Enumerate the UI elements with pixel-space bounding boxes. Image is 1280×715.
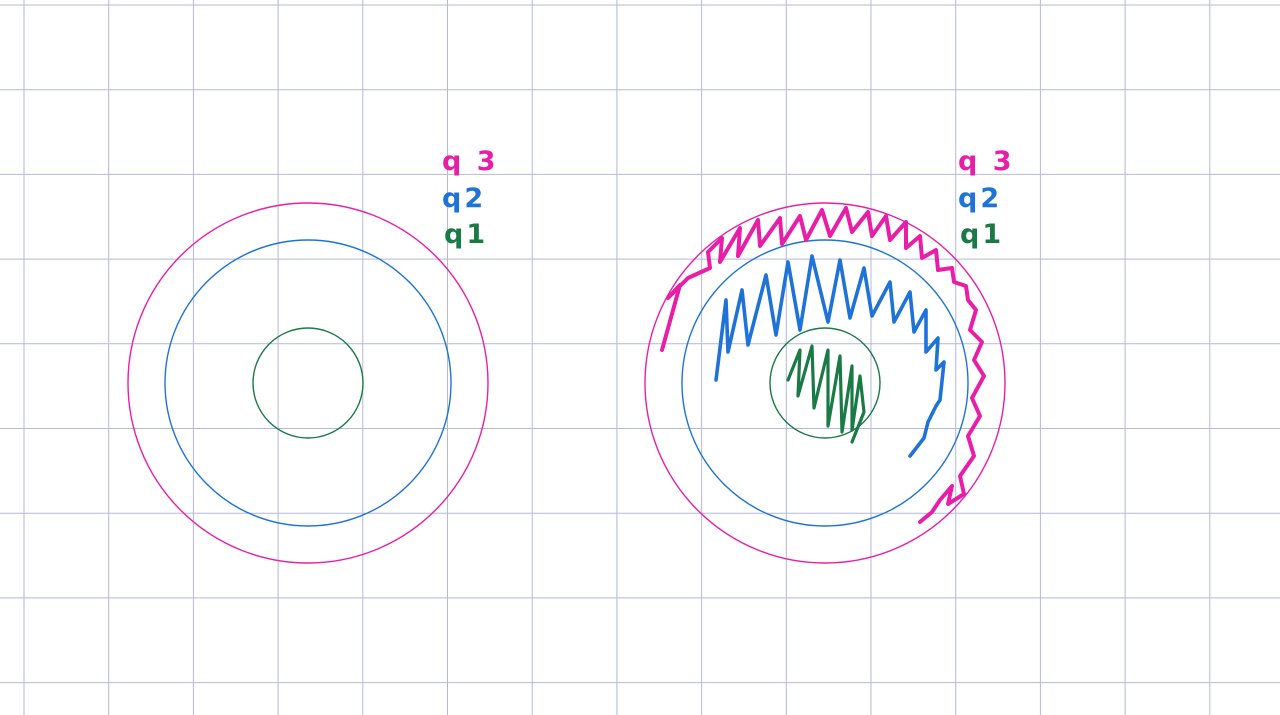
q1-charge-scribble [786,344,866,444]
left-legend-q1: q1 [444,219,488,250]
right-diagram: q 3 q2 q1 [644,146,1015,564]
right-outer-circle-q3 [644,202,1006,564]
left-diagram: q 3 q2 q1 [127,146,499,564]
right-legend-q2: q2 [958,183,1002,214]
q2-charge-scribble [714,254,946,458]
right-middle-circle-q2 [681,239,969,527]
left-outer-circle-q3 [127,202,489,564]
q3-charge-scribble [660,206,986,524]
right-inner-circle-q1 [769,327,881,439]
left-legend-q2: q2 [442,183,486,214]
left-inner-circle-q1 [252,327,364,439]
left-middle-circle-q2 [164,239,452,527]
right-legend-q3: q 3 [958,146,1015,177]
right-legend-q1: q1 [960,219,1004,250]
left-legend-q3: q 3 [442,146,499,177]
